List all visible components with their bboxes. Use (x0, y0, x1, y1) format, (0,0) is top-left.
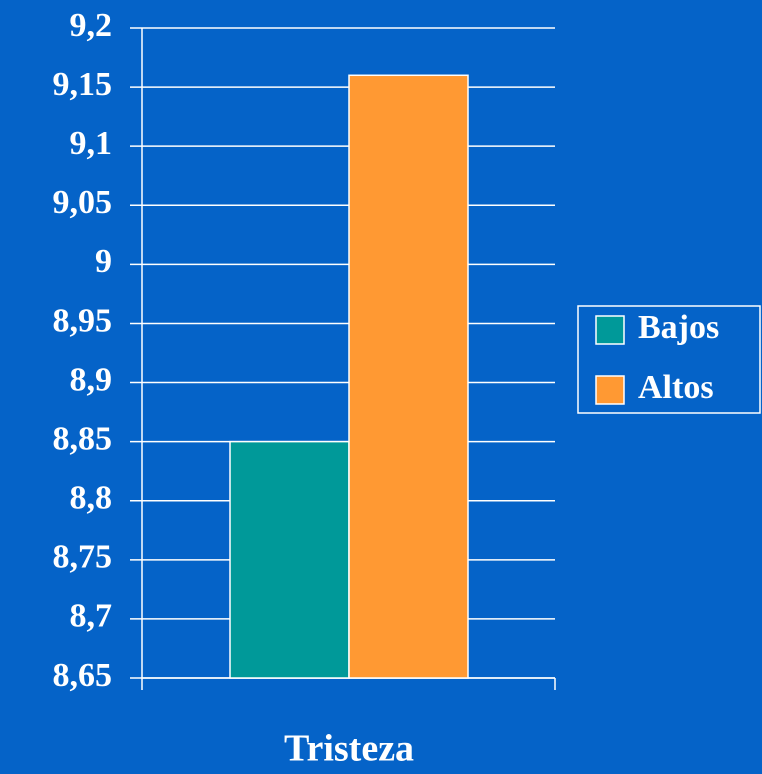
legend-swatch (595, 375, 625, 405)
bar (229, 440, 350, 679)
y-tick-label: 8,75 (53, 539, 113, 576)
y-tick-label: 8,9 (70, 361, 113, 398)
y-tick-label: 8,8 (70, 480, 113, 517)
y-tick-label: 8,85 (53, 420, 113, 457)
y-tick-label: 9 (95, 243, 112, 280)
legend-label: Altos (638, 369, 714, 406)
y-tick-label: 9,2 (70, 7, 113, 44)
y-tick-label: 8,65 (53, 657, 113, 694)
y-tick-label: 8,7 (70, 598, 113, 635)
legend-label: Bajos (638, 309, 719, 346)
legend-box (577, 305, 761, 414)
bar (348, 74, 469, 679)
y-tick-label: 9,15 (53, 66, 113, 103)
y-tick-label: 8,95 (53, 302, 113, 339)
legend-swatch (595, 315, 625, 345)
y-tick-label: 9,1 (70, 125, 113, 162)
y-tick-label: 9,05 (53, 184, 113, 221)
x-tick-label: Tristeza (284, 728, 414, 770)
